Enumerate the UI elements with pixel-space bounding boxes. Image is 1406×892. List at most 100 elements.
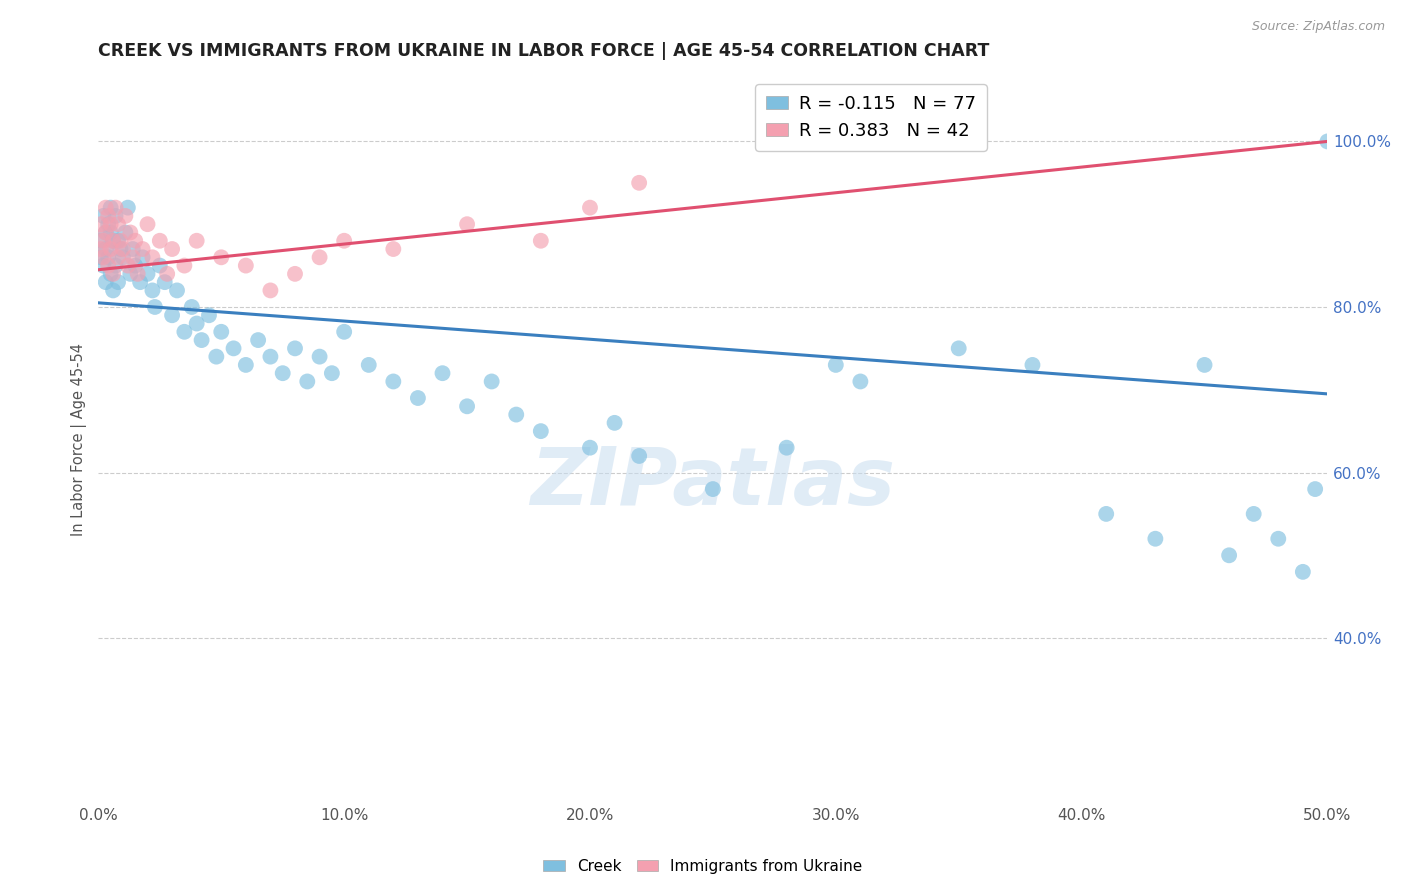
- Point: [481, 375, 503, 389]
- Point: [91, 259, 114, 273]
- Point: [382, 375, 405, 389]
- Point: [101, 267, 124, 281]
- Point: [91, 250, 114, 264]
- Point: [1021, 358, 1043, 372]
- Point: [284, 267, 307, 281]
- Point: [382, 242, 405, 256]
- Point: [1267, 532, 1289, 546]
- Point: [1218, 549, 1240, 563]
- Point: [357, 358, 380, 372]
- Point: [107, 275, 129, 289]
- Point: [104, 259, 127, 273]
- Point: [321, 366, 343, 380]
- Point: [114, 226, 136, 240]
- Point: [153, 275, 176, 289]
- Point: [114, 209, 136, 223]
- Point: [94, 226, 117, 240]
- Point: [97, 217, 120, 231]
- Point: [186, 317, 208, 331]
- Point: [333, 234, 356, 248]
- Text: Source: ZipAtlas.com: Source: ZipAtlas.com: [1251, 20, 1385, 33]
- Y-axis label: In Labor Force | Age 45-54: In Labor Force | Age 45-54: [72, 343, 87, 536]
- Point: [100, 201, 122, 215]
- Point: [110, 234, 132, 248]
- Point: [530, 424, 553, 438]
- Point: [111, 242, 134, 256]
- Legend: R = -0.115   N = 77, R = 0.383   N = 42: R = -0.115 N = 77, R = 0.383 N = 42: [755, 84, 987, 151]
- Point: [94, 242, 117, 256]
- Point: [90, 217, 112, 231]
- Point: [91, 209, 114, 223]
- Point: [456, 217, 478, 231]
- Point: [247, 333, 270, 347]
- Point: [107, 234, 129, 248]
- Point: [90, 242, 112, 256]
- Point: [107, 250, 129, 264]
- Point: [628, 176, 651, 190]
- Point: [100, 217, 122, 231]
- Point: [120, 267, 142, 281]
- Point: [1316, 135, 1339, 149]
- Point: [1144, 532, 1167, 546]
- Point: [259, 350, 281, 364]
- Point: [129, 275, 152, 289]
- Point: [180, 300, 202, 314]
- Point: [406, 391, 429, 405]
- Point: [97, 250, 120, 264]
- Point: [121, 242, 143, 256]
- Point: [136, 217, 159, 231]
- Point: [100, 242, 122, 256]
- Point: [205, 350, 228, 364]
- Point: [90, 250, 112, 264]
- Point: [124, 259, 146, 273]
- Point: [1243, 507, 1265, 521]
- Point: [1303, 482, 1326, 496]
- Point: [101, 234, 124, 248]
- Point: [456, 399, 478, 413]
- Point: [259, 284, 281, 298]
- Point: [104, 209, 127, 223]
- Point: [141, 284, 163, 298]
- Point: [190, 333, 212, 347]
- Point: [209, 250, 232, 264]
- Point: [530, 234, 553, 248]
- Point: [111, 250, 134, 264]
- Point: [127, 267, 149, 281]
- Point: [91, 234, 114, 248]
- Point: [90, 234, 112, 248]
- Point: [143, 300, 166, 314]
- Point: [100, 267, 122, 281]
- Point: [333, 325, 356, 339]
- Point: [160, 242, 183, 256]
- Point: [136, 267, 159, 281]
- Point: [104, 201, 127, 215]
- Point: [94, 275, 117, 289]
- Point: [149, 259, 172, 273]
- Point: [101, 284, 124, 298]
- Point: [186, 234, 208, 248]
- Point: [117, 259, 139, 273]
- Point: [1292, 565, 1315, 579]
- Point: [166, 284, 188, 298]
- Legend: Creek, Immigrants from Ukraine: Creek, Immigrants from Ukraine: [537, 853, 869, 880]
- Point: [297, 375, 319, 389]
- Point: [432, 366, 454, 380]
- Point: [308, 350, 330, 364]
- Point: [222, 342, 245, 356]
- Point: [160, 308, 183, 322]
- Point: [948, 342, 970, 356]
- Point: [209, 325, 232, 339]
- Point: [235, 259, 257, 273]
- Point: [141, 250, 163, 264]
- Point: [131, 250, 153, 264]
- Point: [97, 209, 120, 223]
- Point: [117, 201, 139, 215]
- Point: [121, 250, 143, 264]
- Point: [131, 242, 153, 256]
- Point: [173, 325, 195, 339]
- Point: [149, 234, 172, 248]
- Point: [110, 242, 132, 256]
- Point: [702, 482, 724, 496]
- Point: [628, 449, 651, 463]
- Point: [120, 226, 142, 240]
